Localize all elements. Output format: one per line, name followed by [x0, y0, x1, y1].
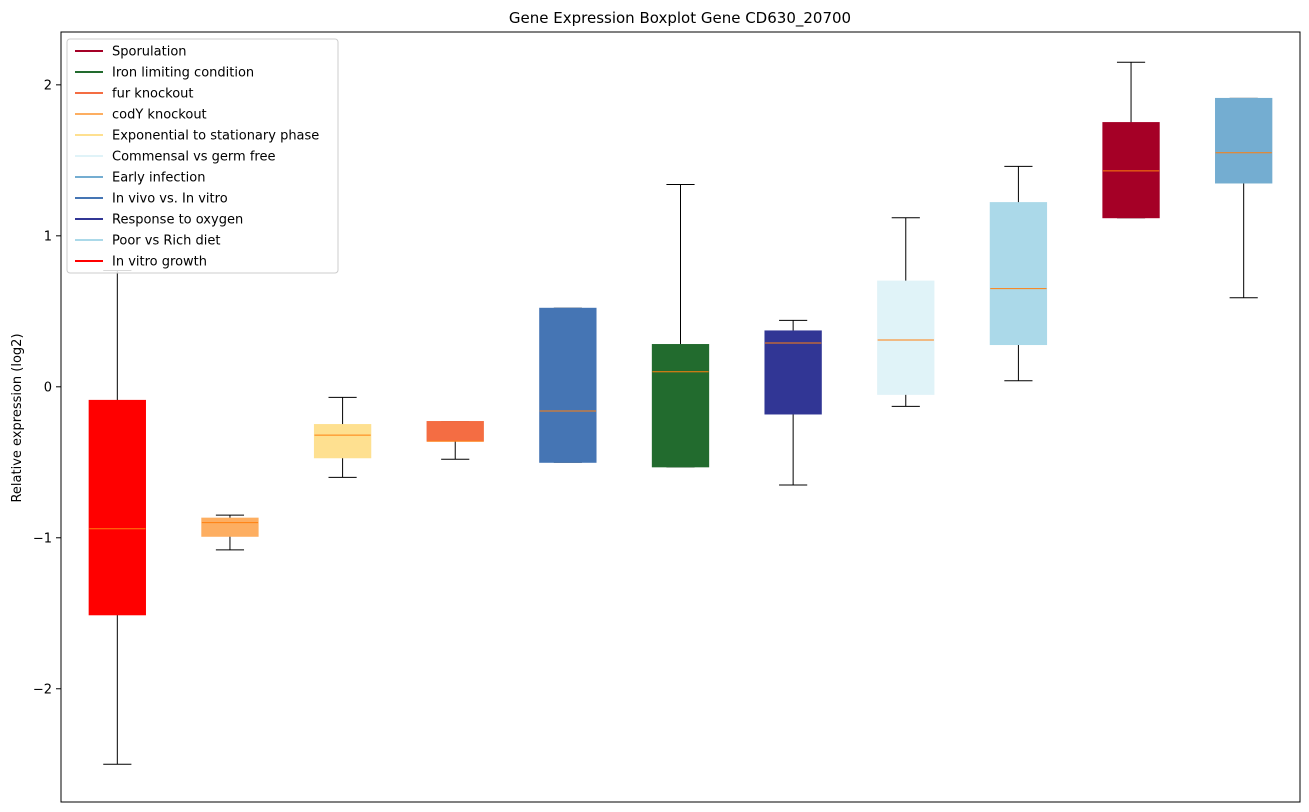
box-group	[989, 165, 1048, 382]
y-tick-label: −2	[33, 682, 52, 697]
legend-label: Commensal vs germ free	[112, 150, 275, 165]
box-group	[426, 421, 484, 460]
box-group	[313, 396, 372, 478]
box-group	[1215, 97, 1273, 299]
box-body	[1215, 97, 1273, 184]
box-group	[88, 270, 146, 765]
y-axis-label: Relative expression (log2)	[10, 333, 25, 502]
boxes-layer	[88, 61, 1273, 765]
box-group	[877, 217, 935, 407]
legend-label: fur knockout	[112, 87, 194, 102]
box-group	[539, 307, 597, 463]
box-body	[1102, 122, 1160, 219]
box-body	[539, 307, 597, 463]
box-group	[651, 183, 710, 468]
box-group	[1102, 61, 1160, 219]
chart-title: Gene Expression Boxplot Gene CD630_20700	[509, 9, 851, 28]
y-tick-label: 0	[44, 380, 52, 395]
y-tick-label: −1	[33, 531, 52, 546]
box-group	[764, 319, 822, 486]
legend-label: Iron limiting condition	[112, 66, 254, 81]
box-body	[989, 202, 1048, 346]
legend: Sporulation Iron limiting condition fur kn…	[66, 38, 339, 274]
legend-label: In vivo vs. In vitro	[112, 192, 228, 207]
legend-label: In vitro growth	[112, 255, 207, 270]
legend-label: Poor vs Rich diet	[112, 234, 220, 249]
legend-box	[66, 38, 339, 274]
box-body	[764, 330, 822, 415]
legend-label: Early infection	[112, 171, 205, 186]
box-group	[201, 514, 259, 551]
box-body	[201, 517, 259, 537]
plot-frame	[60, 31, 1301, 803]
y-axis-ticks: −2 −1 0 1 2	[33, 78, 61, 697]
legend-label: Sporulation	[112, 45, 187, 60]
box-body	[877, 280, 935, 395]
legend-label: Response to oxygen	[112, 213, 243, 228]
y-tick-label: 2	[44, 78, 52, 93]
box-body	[88, 399, 146, 616]
y-tick-label: 1	[44, 229, 52, 244]
box-body	[313, 424, 372, 459]
box-body	[426, 421, 484, 442]
legend-label: codY knockout	[112, 108, 207, 123]
box-body	[651, 344, 710, 468]
legend-label: Exponential to stationary phase	[112, 129, 319, 144]
